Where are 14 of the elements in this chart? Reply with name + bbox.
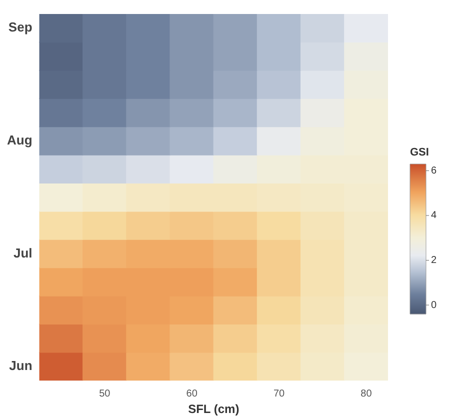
y-tick-label: Sep bbox=[8, 20, 32, 35]
x-tick-label: 50 bbox=[99, 388, 111, 400]
color-bar-label: 0 bbox=[431, 300, 437, 311]
y-tick-label: Aug bbox=[6, 132, 32, 148]
y-tick-label: Jun bbox=[9, 358, 32, 374]
x-tick-label: 70 bbox=[273, 388, 286, 400]
x-tick-label: 80 bbox=[360, 388, 372, 400]
y-tick-label: Jul bbox=[13, 245, 32, 260]
color-bar-label: 2 bbox=[431, 255, 437, 266]
x-tick-label: 60 bbox=[186, 388, 198, 400]
color-bar-label: 6 bbox=[431, 165, 437, 176]
color-bar-label: 4 bbox=[431, 210, 437, 222]
color-bar-title: GSI bbox=[410, 146, 429, 159]
x-axis-title: SFL (cm) bbox=[188, 402, 240, 416]
